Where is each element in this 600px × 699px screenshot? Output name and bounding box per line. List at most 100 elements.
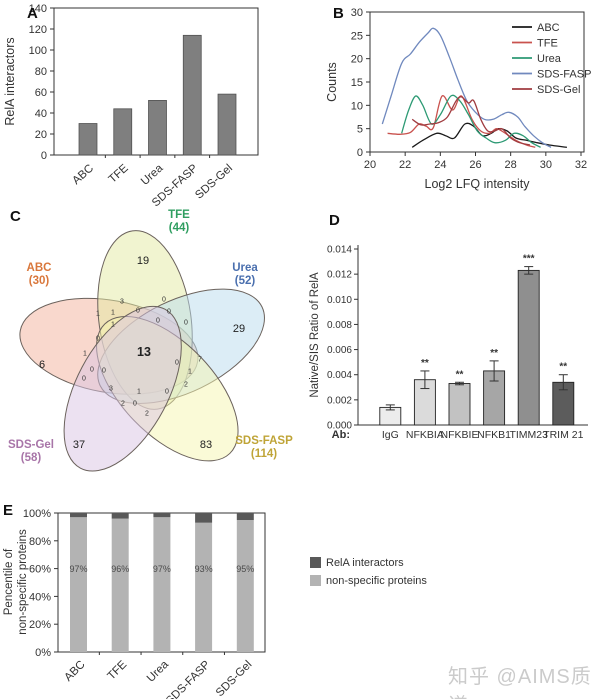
venn-overlap-count: 3 bbox=[120, 299, 124, 306]
watermark: 知乎 @AIMS质谱 bbox=[448, 666, 592, 699]
x-tick-label: NFKBIE bbox=[441, 429, 479, 441]
series-line-SDS-FASP bbox=[381, 27, 552, 148]
y-tick-label: 140 bbox=[29, 3, 47, 15]
bar-interactors-ABC bbox=[70, 513, 87, 518]
bar-nonspecific-Urea bbox=[153, 517, 171, 652]
panel-a-letter: A bbox=[27, 5, 38, 22]
x-tick-label: TIMM23 bbox=[509, 429, 548, 441]
y-axis-label: Counts bbox=[325, 62, 339, 102]
y-tick-label: 5 bbox=[357, 124, 363, 136]
legend-label: non-specific proteins bbox=[326, 575, 427, 587]
y-tick-label: 0.008 bbox=[327, 320, 352, 331]
bar-nonspecific-SDS-Gel bbox=[236, 520, 254, 652]
legend-swatch bbox=[310, 575, 321, 586]
venn-overlap-count: 0 bbox=[162, 297, 166, 304]
legend-label-ABC: ABC bbox=[537, 22, 560, 34]
x-tick-label: TRIM 21 bbox=[543, 429, 583, 441]
venn-set-label-TFE: TFE bbox=[168, 209, 190, 221]
bar-percent-label-SDS-FASP: 93% bbox=[195, 564, 213, 574]
bar-SDS-FASP bbox=[182, 34, 202, 156]
venn-overlap-count: 0 bbox=[96, 336, 100, 343]
venn-set-total-ABC: (30) bbox=[29, 275, 50, 287]
venn-overlap-count: 1 bbox=[137, 389, 141, 396]
y-tick-label: 20% bbox=[29, 619, 51, 631]
x-tick-label: ABC bbox=[70, 162, 96, 187]
venn-overlap-count: 1 bbox=[111, 310, 115, 317]
y-tick-label: 40% bbox=[29, 591, 51, 603]
y-tick-label: 0.004 bbox=[327, 370, 352, 381]
venn-unique-count-TFE: 19 bbox=[137, 255, 149, 267]
venn-overlap-count: 0 bbox=[136, 308, 140, 315]
x-tick-label: SDS-Gel bbox=[193, 162, 235, 201]
y-tick-label: 15 bbox=[351, 77, 363, 89]
series-line-Urea bbox=[401, 94, 541, 148]
y-tick-label: 60 bbox=[35, 87, 47, 99]
venn-overlap-count: 0 bbox=[133, 401, 137, 408]
y-tick-label: 0.012 bbox=[327, 270, 352, 281]
venn-overlap-count: 0 bbox=[90, 367, 94, 374]
y-tick-label: 20 bbox=[35, 129, 47, 141]
x-tick-label: NFKB1 bbox=[477, 429, 511, 441]
y-tick-label: 100% bbox=[23, 508, 51, 520]
venn-overlap-count: 0 bbox=[156, 318, 160, 325]
venn-set-label-ABC: ABC bbox=[27, 262, 52, 274]
x-tick-label: IgG bbox=[382, 429, 399, 441]
venn-overlap-count: 0 bbox=[82, 376, 86, 383]
x-tick-label: Urea bbox=[145, 658, 172, 685]
x-tick-label: SDS-FASP bbox=[164, 658, 213, 699]
venn-overlap-count: 7 bbox=[198, 357, 202, 364]
x-tick-label: 22 bbox=[399, 159, 411, 171]
venn-unique-count-ABC: 6 bbox=[39, 359, 45, 371]
venn-set-total-Urea: (52) bbox=[235, 275, 256, 287]
bar-percent-label-SDS-Gel: 95% bbox=[236, 564, 254, 574]
panel-c-letter: C bbox=[10, 208, 21, 225]
y-tick-label: 0 bbox=[41, 150, 47, 162]
bar-nonspecific-TFE bbox=[111, 518, 129, 652]
significance-stars-TRIM 21: ** bbox=[559, 362, 567, 373]
series-line-SDS-Gel bbox=[411, 96, 531, 146]
x-tick-label: 32 bbox=[575, 159, 587, 171]
bar-Urea bbox=[148, 100, 167, 156]
x-tick-label: TFE bbox=[107, 162, 131, 186]
y-tick-label: 0% bbox=[35, 647, 51, 659]
venn-unique-count-Urea: 29 bbox=[233, 323, 245, 335]
legend-label: RelA interactors bbox=[326, 557, 404, 569]
chart-e-stacked-bar-percentile: 0%20%40%60%80%100%Pencentile of non-speci… bbox=[3, 508, 427, 699]
venn-set-label-Urea: Urea bbox=[232, 262, 258, 274]
x-axis-prefix: Ab: bbox=[332, 429, 350, 441]
venn-set-total-SDS-Gel: (58) bbox=[21, 452, 42, 464]
bar-TIMM23 bbox=[517, 269, 540, 426]
y-tick-label: 80 bbox=[35, 66, 47, 78]
y-tick-label: 0.010 bbox=[327, 295, 352, 306]
bar-interactors-SDS-Gel bbox=[236, 513, 254, 520]
venn-set-label-SDS-FASP: SDS-FASP bbox=[235, 435, 293, 447]
y-tick-label: 20 bbox=[351, 54, 363, 66]
bar-nonspecific-SDS-FASP bbox=[195, 522, 213, 652]
panel-b-letter: B bbox=[333, 5, 344, 22]
legend-label-TFE: TFE bbox=[537, 38, 558, 50]
y-tick-label: 10 bbox=[351, 100, 363, 112]
chart-d-bar-native-sis-ratio: 0.000 0.002 0.004 0.006 0.008 0.010 0.012 0.014… bbox=[309, 245, 588, 441]
venn-set-label-SDS-Gel: SDS-Gel bbox=[8, 439, 54, 451]
legend-label-Urea: Urea bbox=[537, 53, 562, 65]
x-tick-label: 20 bbox=[364, 159, 376, 171]
bar-ABC bbox=[78, 123, 98, 156]
y-tick-label: 80% bbox=[29, 536, 51, 548]
bar-TFE bbox=[113, 108, 133, 156]
x-tick-label: ABC bbox=[62, 659, 87, 684]
venn-unique-count-SDS-Gel: 37 bbox=[73, 439, 85, 451]
venn-overlap-count: 0 bbox=[175, 360, 179, 367]
x-tick-label: 24 bbox=[434, 159, 446, 171]
bar-NFKBIE bbox=[448, 383, 471, 426]
x-axis-label: Log2 LFQ intensity bbox=[425, 177, 531, 191]
legend-swatch bbox=[310, 557, 321, 568]
y-tick-label: 0.000 bbox=[327, 421, 352, 432]
venn-center-count: 13 bbox=[137, 345, 151, 359]
y-axis-label: Native/SIS Ratio of RelA bbox=[309, 272, 321, 398]
x-tick-label: NFKBIA bbox=[406, 429, 444, 441]
significance-stars-NFKB1: ** bbox=[490, 348, 498, 359]
y-tick-label: 40 bbox=[35, 108, 47, 120]
significance-stars-NFKBIA: ** bbox=[421, 358, 429, 369]
chart-b-line-lfq-intensity: 20 22 24 26 28 30 32 0 5 10 15 20 25 30 Counts Log2 LFQ… bbox=[325, 7, 591, 191]
